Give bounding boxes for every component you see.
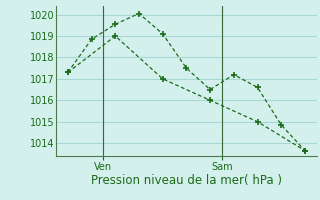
X-axis label: Pression niveau de la mer( hPa ): Pression niveau de la mer( hPa ) [91, 174, 282, 187]
